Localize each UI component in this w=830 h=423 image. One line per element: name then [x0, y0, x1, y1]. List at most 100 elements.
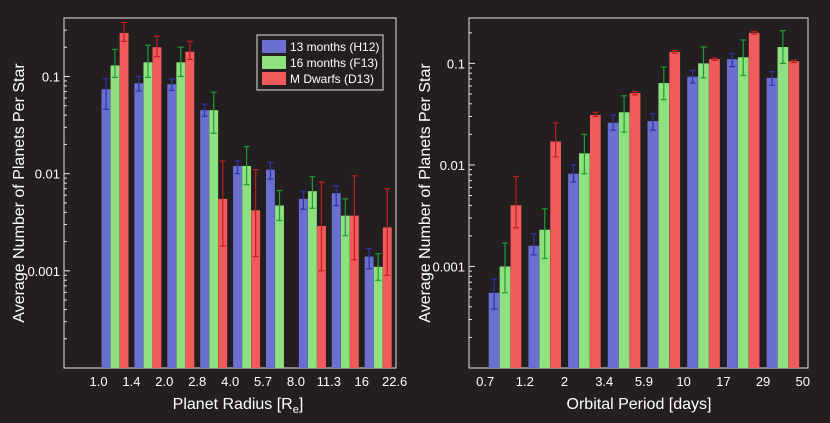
x-tick-label: 4.0	[221, 374, 239, 389]
y-tick-label: 0.001	[432, 259, 465, 274]
x-tick-label: 11.3	[317, 374, 341, 389]
bar-h12	[265, 169, 275, 368]
bar-f13	[209, 110, 219, 369]
bar-f13	[373, 266, 383, 368]
bar-d13	[550, 141, 561, 368]
bar-h12	[331, 193, 341, 368]
x-ticks-group: 0.7 1.2 2 3.4 5.9 10 17 29 50	[476, 374, 810, 389]
bar-h12	[298, 198, 308, 368]
x-tick-label: 2.0	[155, 374, 173, 389]
x-tick-label: 10	[676, 374, 690, 389]
x-tick-label: 50	[796, 374, 810, 389]
x-tick-label: 8.0	[287, 374, 305, 389]
bar-d13	[218, 198, 228, 368]
y-axis-label: Average Number of Planets Per Star	[417, 63, 434, 323]
x-axis-label-main: Planet Radius [R	[173, 396, 293, 413]
bar-d13	[510, 205, 522, 368]
bar-d13	[669, 51, 681, 369]
bar-f13	[579, 153, 590, 368]
x-axis-label-end: ]	[299, 396, 303, 413]
bar-d13	[629, 93, 641, 369]
legend-label-d13: M Dwarfs (D13)	[290, 72, 374, 86]
x-tick-label: 2.8	[188, 374, 206, 389]
x-axis-label: Orbital Period [days]	[567, 396, 712, 413]
bar-h12	[364, 256, 374, 368]
x-tick-label: 1.2	[516, 374, 534, 389]
x-tick-label: 5.9	[635, 374, 653, 389]
legend-label-h12: 13 months (H12)	[290, 40, 379, 54]
legend-label-f13: 16 months (F13)	[290, 56, 378, 70]
bar-d13	[152, 47, 162, 369]
x-tick-label: 1.0	[90, 374, 108, 389]
x-tick-label: 5.7	[254, 374, 272, 389]
bar-h12	[687, 76, 698, 369]
bar-d13	[251, 210, 261, 368]
bar-f13	[176, 62, 186, 369]
bar-d13	[119, 33, 129, 368]
bar-f13	[110, 65, 120, 368]
bar-f13	[307, 191, 317, 368]
bar-f13	[698, 63, 709, 369]
legend-swatch-d13	[262, 72, 286, 85]
bar-h12	[101, 89, 111, 368]
x-axis-label: Planet Radius [Re]	[173, 396, 304, 416]
x-ticks-group: 1.0 1.4 2.0 2.8 4.0 5.7 8.0 11.3 16 22.6	[90, 374, 408, 389]
y-tick-label: 0.1	[447, 56, 465, 71]
bar-f13	[539, 229, 551, 368]
chart-orbital-period: 0.001 0.01 0.1 0.7 1.2 2 3.4 5.9 10 17 29 50 Avera…	[417, 17, 810, 413]
error-bars-group	[491, 30, 797, 310]
x-tick-label: 1.4	[122, 374, 140, 389]
x-axis-label-main: Orbital Period [days]	[567, 396, 712, 413]
bar-d13	[748, 32, 760, 369]
x-tick-label: 17	[716, 374, 730, 389]
bars-group	[488, 32, 800, 369]
bar-f13	[658, 83, 670, 368]
bar-h12	[488, 292, 500, 368]
chart-planet-radius: 0.001 0.01 0.1 1.0 1.4 2.0 2.8 4.0 5.7 8.0 11.3 16…	[11, 17, 408, 416]
bar-h12	[607, 122, 619, 368]
y-tick-label: 0.1	[42, 70, 60, 85]
bars-group	[101, 33, 392, 369]
bar-f13	[275, 205, 284, 368]
bar-h12	[528, 245, 540, 368]
y-tick-label: 0.001	[27, 264, 60, 279]
y-ticks-group: 0.001 0.01 0.1	[432, 32, 475, 369]
y-ticks-group: 0.001 0.01 0.1	[27, 17, 70, 369]
bar-f13	[618, 112, 630, 369]
bar-d13	[185, 51, 195, 368]
x-axis-label-sub: e	[293, 404, 299, 416]
bar-h12	[766, 77, 778, 368]
y-axis-label: Average Number of Planets Per Star	[11, 63, 28, 323]
bar-d13	[349, 215, 359, 368]
bar-f13	[499, 266, 511, 368]
bar-d13	[589, 115, 601, 368]
legend: 13 months (H12) 16 months (F13) M Dwarfs…	[256, 34, 384, 91]
bar-h12	[726, 59, 738, 368]
x-tick-label: 2	[561, 374, 568, 389]
bar-h12	[200, 110, 210, 369]
y-tick-label: 0.01	[440, 158, 465, 173]
bar-h12	[134, 83, 144, 368]
bar-f13	[737, 57, 749, 368]
bar-f13	[340, 215, 350, 368]
bar-f13	[242, 165, 252, 368]
y-tick-label: 0.01	[35, 167, 60, 182]
bar-h12	[233, 165, 242, 368]
x-tick-label: 0.7	[476, 374, 494, 389]
bar-f13	[143, 62, 153, 369]
plot-frame	[63, 17, 397, 369]
bar-d13	[788, 61, 800, 368]
x-tick-label: 29	[756, 374, 770, 389]
x-tick-label: 16	[355, 374, 369, 389]
bar-h12	[647, 121, 659, 368]
legend-swatch-f13	[262, 56, 286, 69]
error-bars-group	[102, 21, 391, 281]
x-tick-label: 3.4	[595, 374, 613, 389]
x-tick-label: 22.6	[382, 374, 407, 389]
bar-h12	[568, 173, 579, 368]
bar-d13	[382, 227, 392, 368]
bar-f13	[777, 47, 789, 369]
bar-h12	[167, 84, 177, 369]
legend-swatch-h12	[262, 40, 286, 53]
